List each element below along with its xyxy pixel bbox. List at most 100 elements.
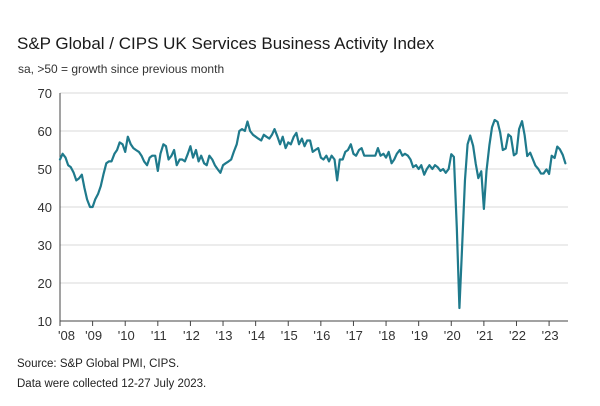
source-note: Source: S&P Global PMI, CIPS.: [17, 358, 180, 370]
data-point: [244, 130, 245, 131]
data-point: [361, 148, 362, 149]
data-point: [464, 179, 465, 180]
data-point: [326, 155, 327, 156]
data-point: [530, 152, 531, 153]
y-tick-label: 70: [38, 86, 52, 101]
data-point: [258, 138, 259, 139]
data-point: [432, 168, 433, 169]
x-tick-label: '14: [248, 328, 265, 343]
data-point: [364, 155, 365, 156]
data-point: [334, 159, 335, 160]
x-tick-label: '17: [346, 328, 363, 343]
data-point: [491, 127, 492, 128]
data-point: [551, 155, 552, 156]
data-point: [518, 129, 519, 130]
data-point: [84, 187, 85, 188]
data-point: [135, 149, 136, 150]
data-point: [489, 144, 490, 145]
data-point: [429, 165, 430, 166]
data-point: [277, 136, 278, 137]
data-point: [548, 173, 549, 174]
data-point: [271, 134, 272, 135]
data-point: [100, 186, 101, 187]
data-point: [285, 148, 286, 149]
x-tick-label: '20: [444, 328, 461, 343]
data-point: [402, 155, 403, 156]
data-point: [174, 149, 175, 150]
data-point: [231, 159, 232, 160]
data-point: [473, 145, 474, 146]
data-point: [358, 149, 359, 150]
chart-subtitle: sa, >50 = growth since previous month: [18, 62, 225, 76]
data-point: [122, 144, 123, 145]
data-point: [127, 136, 128, 137]
data-point: [288, 142, 289, 143]
data-point: [176, 165, 177, 166]
data-point: [391, 163, 392, 164]
data-point: [307, 140, 308, 141]
x-tick-label: '09: [85, 328, 102, 343]
data-point: [524, 135, 525, 136]
data-point: [190, 146, 191, 147]
data-point: [290, 144, 291, 145]
data-point: [266, 136, 267, 137]
data-point: [152, 155, 153, 156]
data-point: [394, 159, 395, 160]
data-point: [252, 134, 253, 135]
data-point: [418, 168, 419, 169]
data-point: [421, 165, 422, 166]
series-line: [58, 118, 567, 310]
data-point: [521, 121, 522, 122]
gridlines: [60, 92, 568, 284]
data-point: [486, 170, 487, 171]
x-tick-label: '15: [281, 328, 298, 343]
y-tick-label: 20: [38, 276, 52, 291]
data-point: [328, 161, 329, 162]
data-point: [426, 168, 427, 169]
data-point: [95, 199, 96, 200]
data-point: [146, 165, 147, 166]
data-point: [78, 178, 79, 179]
data-point: [448, 168, 449, 169]
data-point: [372, 155, 373, 156]
data-point: [182, 159, 183, 160]
x-tick-label: '23: [542, 328, 559, 343]
y-tick-label: 30: [38, 238, 52, 253]
data-point: [475, 163, 476, 164]
data-point: [478, 178, 479, 179]
data-point: [559, 149, 560, 150]
data-point: [342, 159, 343, 160]
data-point: [212, 159, 213, 160]
data-point: [192, 157, 193, 158]
data-point: [315, 149, 316, 150]
data-point: [323, 159, 324, 160]
axes: [59, 93, 568, 326]
data-point: [451, 154, 452, 155]
data-point: [261, 140, 262, 141]
data-point: [114, 153, 115, 154]
data-point: [179, 159, 180, 160]
data-point: [168, 159, 169, 160]
data-point: [557, 146, 558, 147]
data-point: [86, 199, 87, 200]
data-point: [184, 161, 185, 162]
data-point: [461, 248, 462, 249]
data-point: [236, 144, 237, 145]
data-point: [204, 163, 205, 164]
data-point: [81, 174, 82, 175]
data-point: [163, 144, 164, 145]
data-point: [263, 134, 264, 135]
data-point: [554, 157, 555, 158]
data-point: [279, 144, 280, 145]
data-point: [68, 165, 69, 166]
x-tick-label: '11: [151, 328, 167, 343]
data-point: [116, 149, 117, 150]
data-point: [103, 174, 104, 175]
chart-title: S&P Global / CIPS UK Services Business A…: [17, 34, 435, 53]
x-tick-label: '12: [183, 328, 200, 343]
data-point: [209, 155, 210, 156]
data-point: [494, 119, 495, 120]
data-point: [562, 154, 563, 155]
data-point: [228, 161, 229, 162]
